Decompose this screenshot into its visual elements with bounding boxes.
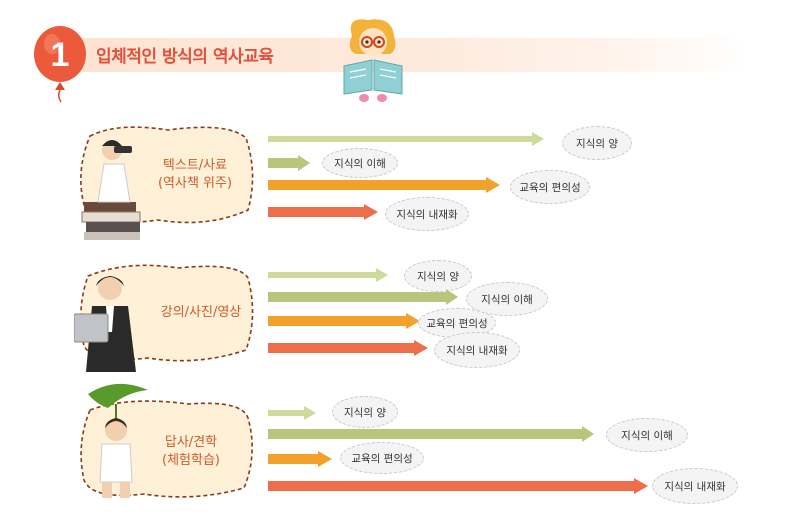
section-title: 입체적인 방식의 역사교육 (96, 47, 274, 67)
child-with-leaf-icon (88, 383, 148, 498)
section-number: 1 (51, 36, 70, 74)
arrow-bar (268, 155, 310, 171)
arrow-bar (268, 204, 378, 220)
metric-bubble: 지식의 이해 (606, 418, 688, 452)
arrow-bar (268, 406, 316, 420)
arrow-bar (268, 289, 458, 305)
group-label: 답사/견학 (164, 435, 218, 450)
metric-bubble: 교육의 편의성 (340, 442, 424, 474)
group-label: 강의/사진/영상 (160, 305, 242, 320)
metric-bubble: 지식의 양 (332, 396, 398, 428)
metric-bubble: 교육의 편의성 (510, 170, 590, 204)
metric-bubble: 지식의 내재화 (434, 332, 520, 368)
arrow-bar (268, 268, 388, 282)
group-sublabel: (체험학습) (162, 453, 220, 468)
woman-with-laptop-icon (74, 276, 136, 372)
group-label: 텍스트/사료 (162, 158, 228, 173)
metric-bubble: 지식의 내재화 (385, 197, 469, 231)
number-balloon-icon: 1 (34, 26, 86, 103)
metric-bubble: 지식의 양 (562, 126, 632, 160)
group-sublabel: (역사책 위주) (157, 176, 233, 191)
boy-with-binoculars-icon (81, 140, 141, 240)
arrow-bar (268, 451, 332, 467)
arrow-bar (268, 426, 594, 442)
arrow-bar (268, 313, 420, 329)
arrow-bar (268, 340, 428, 356)
metric-bubble: 지식의 내재화 (652, 468, 738, 504)
reading-girl-mascot-icon (343, 19, 403, 102)
metric-bubble: 지식의 이해 (322, 148, 398, 178)
arrow-bar (268, 177, 500, 193)
arrow-bar (268, 478, 648, 494)
arrow-bar (268, 132, 544, 146)
metric-bubble: 지식의 양 (404, 260, 472, 292)
